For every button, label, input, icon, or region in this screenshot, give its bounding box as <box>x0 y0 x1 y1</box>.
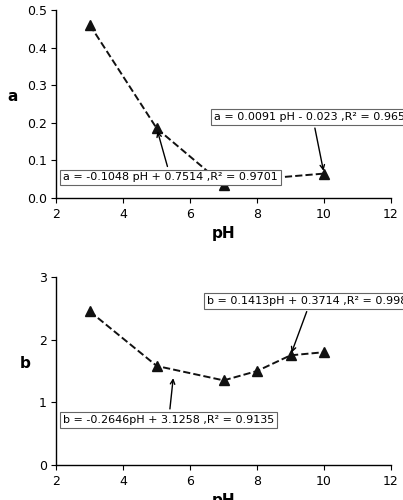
X-axis label: pH: pH <box>212 494 235 500</box>
Text: a = 0.0091 pH - 0.023 ,R² = 0.9658: a = 0.0091 pH - 0.023 ,R² = 0.9658 <box>214 112 403 170</box>
Y-axis label: a: a <box>8 89 18 104</box>
Text: a = -0.1048 pH + 0.7514 ,R² = 0.9701: a = -0.1048 pH + 0.7514 ,R² = 0.9701 <box>63 132 278 182</box>
Y-axis label: b: b <box>19 356 30 371</box>
X-axis label: pH: pH <box>212 226 235 242</box>
Text: b = 0.1413pH + 0.3714 ,R² = 0.9982: b = 0.1413pH + 0.3714 ,R² = 0.9982 <box>207 296 403 352</box>
Text: b = -0.2646pH + 3.1258 ,R² = 0.9135: b = -0.2646pH + 3.1258 ,R² = 0.9135 <box>63 380 274 425</box>
